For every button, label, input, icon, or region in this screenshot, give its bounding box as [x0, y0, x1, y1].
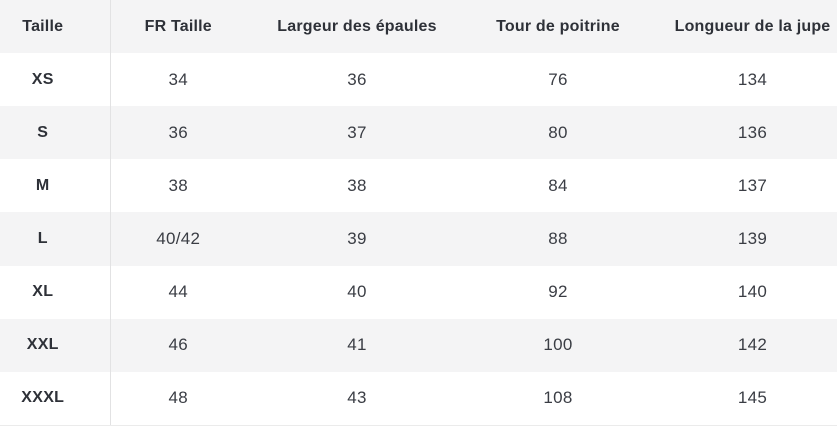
table-row: XL 44 40 92 140 [0, 265, 837, 319]
shoulder-width-cell: 40 [347, 282, 367, 302]
skirt-length-cell: 139 [737, 228, 768, 248]
header-tour-poitrine: Tour de poitrine [496, 17, 620, 35]
skirt-length-cell: 134 [737, 69, 768, 89]
size-cell: M [0, 159, 111, 213]
chest-cell: 100 [543, 335, 573, 355]
skirt-length-cell: 140 [737, 282, 768, 302]
table-row: L 40/42 39 88 139 [0, 212, 837, 266]
fr-size-cell: 36 [168, 122, 188, 142]
fr-size-cell: 44 [168, 282, 188, 302]
shoulder-width-cell: 39 [347, 228, 367, 248]
header-largeur-epaules: Largeur des épaules [277, 17, 437, 35]
skirt-length-cell: 145 [648, 371, 837, 426]
header-longueur-jupe: Longueur de la jupe [674, 17, 831, 35]
shoulder-width-cell: 38 [347, 175, 367, 195]
skirt-length-cell: 142 [737, 335, 768, 355]
shoulder-width-cell: 41 [347, 335, 367, 355]
header-fr-taille: FR Taille [144, 17, 212, 35]
chest-cell: 76 [548, 69, 568, 89]
chest-cell: 80 [548, 122, 568, 142]
table-row: XS 34 36 76 134 [0, 53, 837, 107]
table-row: XXL 46 41 100 142 [0, 318, 837, 372]
fr-size-cell: 46 [168, 335, 188, 355]
table-row: XXXL 48 43 108 145 [0, 371, 837, 426]
size-cell: XXXL [0, 371, 111, 426]
chest-cell: 88 [548, 228, 568, 248]
fr-size-cell: 48 [110, 371, 246, 426]
header-row: Taille FR Taille Largeur des épaules Tou… [0, 0, 837, 53]
fr-size-cell: 40/42 [156, 228, 201, 248]
chest-cell: 108 [468, 371, 648, 426]
size-cell: XXL [0, 318, 111, 372]
table-row: S 36 37 80 136 [0, 106, 837, 160]
size-cell: S [0, 106, 111, 160]
shoulder-width-cell: 43 [246, 371, 468, 426]
size-cell: L [0, 212, 111, 266]
chest-cell: 84 [548, 175, 568, 195]
table-row: M 38 38 84 137 [0, 159, 837, 213]
fr-size-cell: 34 [168, 69, 188, 89]
chest-cell: 92 [548, 282, 568, 302]
header-taille: Taille [0, 0, 111, 53]
shoulder-width-cell: 36 [347, 69, 367, 89]
skirt-length-cell: 136 [737, 122, 768, 142]
size-cell: XS [0, 53, 111, 107]
size-cell: XL [0, 265, 111, 319]
fr-size-cell: 38 [168, 175, 188, 195]
shoulder-width-cell: 37 [347, 122, 367, 142]
skirt-length-cell: 137 [737, 175, 768, 195]
